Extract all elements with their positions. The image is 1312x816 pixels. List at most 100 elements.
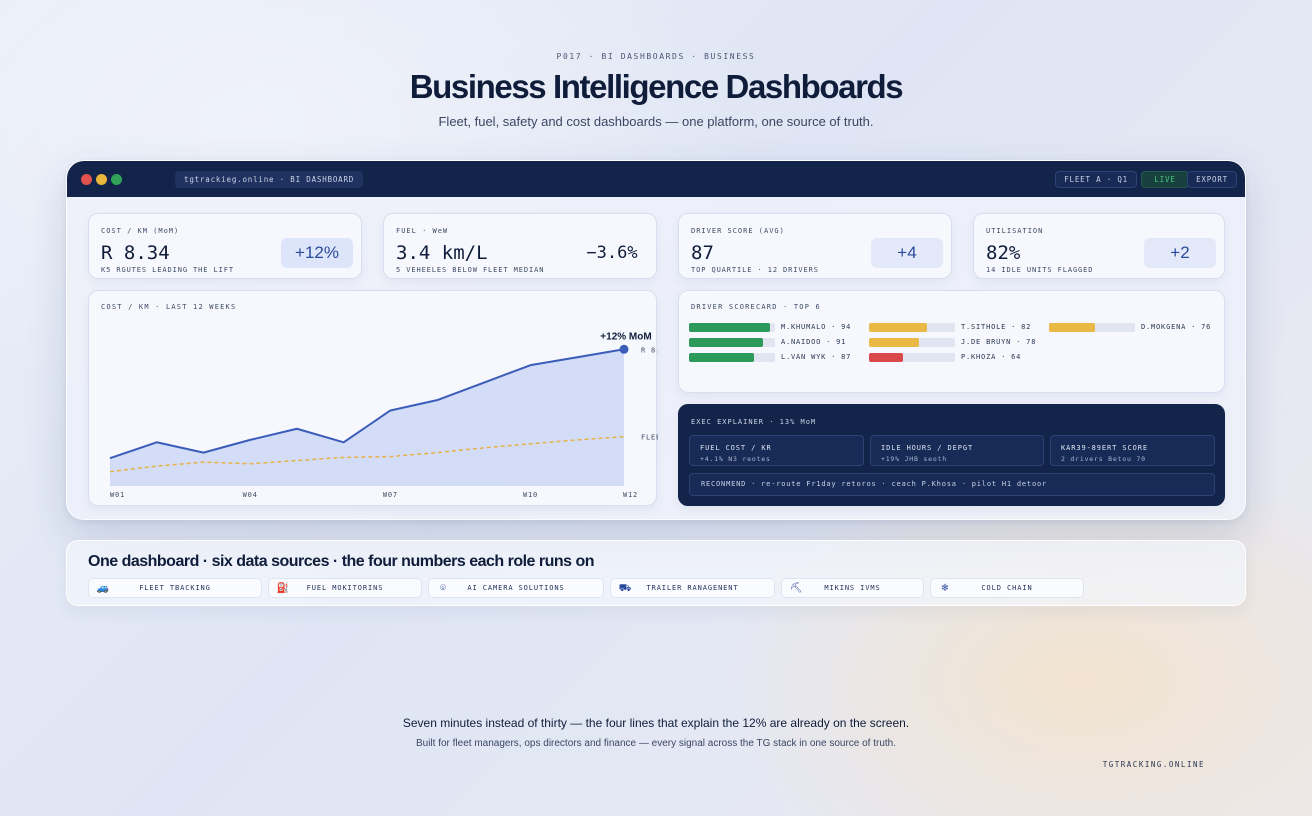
exec-box-detail: +19% JHB seoth [881,455,947,463]
driver-score-label: D.MOKGENA · 76 [1141,323,1212,331]
kpi-card-utilisation[interactable]: UTILISATION 82% 14 IDLE UNITS FLAGGED +2 [973,213,1225,279]
truck-icon: ⛟ [618,583,632,594]
kpi-label: DRIVER SCORE (AVG) [691,227,785,235]
chip-fuel-monitoring[interactable]: ⛽ FUEL MOKITORINS [268,578,422,598]
legend-label: FLEET ME [641,434,658,442]
score-bar-fill [689,338,763,347]
kpi-label: FUEL · WeW [396,227,449,235]
exec-explainer-panel: EXEC EXPLAINER · 13% MoM FUEL COST / KR … [678,404,1225,506]
exec-box-idle[interactable]: IDLE HOURS / DEPGT +19% JHB seoth [870,435,1044,466]
score-bar-track [1049,323,1135,332]
fleet-selector-button[interactable]: FLEET A · Q1 [1055,171,1137,188]
x-tick-label: W12 [623,491,638,499]
area-fill [110,349,624,486]
score-bar-track [689,338,775,347]
kpi-card-fuel[interactable]: FUEL · WeW 3.4 km/L 5 VEHEELES BELOW FLE… [383,213,657,279]
cost-per-km-line [109,348,625,460]
chip-label: AI CAMERA SOLUTIONS [467,584,565,592]
kpi-note: 5 VEHEELES BELOW FLEET MEDIAN [396,266,545,274]
kpi-delta: −3.6% [586,243,638,263]
data-point [619,344,629,354]
exec-box-heading: IDLE HOURS / DEPGT [881,444,974,452]
score-bar-track [869,323,955,332]
cost-per-km-chart[interactable]: +12% MoM R 8.34 FLEET ME W01 W04 W07 W10 W12 [89,291,658,507]
live-badge[interactable]: LIVE [1141,171,1189,188]
page-title: Business Intelligence Dashboards [409,68,904,105]
exec-recommendation[interactable]: RECONMEND · re-route Fr1day retoros · ce… [689,473,1215,496]
camera-icon: ⌾ [440,583,446,594]
driver-score-label: L.VAN WYK · 87 [781,353,852,361]
score-bar-track [869,353,955,362]
driver-score-label: M.KHUMALO · 94 [781,323,852,331]
chart-end-label: R 8.34 [641,346,658,354]
kpi-delta: +12% [281,238,353,268]
kpi-value: 82% [986,242,1021,264]
kpi-value: 87 [691,242,714,264]
scorecard-title: DRIVER SCORECARD · TOP 6 [691,303,821,311]
chip-fleet-tracking[interactable]: 🚙 FLEET TBACKING [88,578,262,598]
footer-headline: Seven minutes instead of thirty — the fo… [402,716,910,730]
driver-score-label: T.SITHOLE · 82 [961,323,1032,331]
car-icon: 🚙 [96,583,110,594]
cost-per-km-chart-card: COST / KM · LAST 12 WEEKS +12% MoM R 8.34… [88,290,658,507]
driver-score-label: A.NAIDOO · 91 [781,338,847,346]
fleet-median-line [109,435,625,473]
kpi-delta: +4 [871,238,943,268]
chip-mining-ivms[interactable]: ⛏ MIKINS IVMS [781,578,924,598]
x-tick-label: W04 [243,491,258,499]
kpi-note: K5 RGUTES LEADING THE LIFT [101,266,234,274]
exec-box-detail: +4.1% N3 reotes [700,455,771,463]
x-tick-label: W01 [110,491,125,499]
close-dot-icon[interactable] [81,174,92,185]
chip-trailer-management[interactable]: ⛟ TRAILER RANAGENENT [610,578,775,598]
footer-url[interactable]: TGTRACKING.ONLINE [1102,760,1205,769]
exec-title: EXEC EXPLAINER · 13% MoM [691,418,817,426]
score-bar-track [689,353,775,362]
chip-label: FUEL MOKITORINS [306,584,384,592]
exec-box-heading: FUEL COST / KR [700,444,772,452]
score-bar-fill [689,323,770,332]
exec-box-heading: KAR39-89ERT SCORE [1061,444,1148,452]
kpi-card-cost[interactable]: COST / KM (MoM) R 8.34 K5 RGUTES LEADING… [88,213,362,279]
kpi-label: COST / KM (MoM) [101,227,180,235]
driver-scorecard-card: DRIVER SCORECARD · TOP 6 M.KHUMALO · 94 A… [678,290,1225,393]
page-subtitle: Fleet, fuel, safety and cost dashboards … [438,114,874,129]
data-sources-strip: One dashboard · six data sources · the f… [66,540,1246,606]
dashboard-window: tgtrackieg.online · BI DASHBOARD FLEET A… [66,160,1246,520]
x-tick-label: W07 [383,491,398,499]
chip-label: FLEET TBACKING [139,584,211,592]
window-titlebar: tgtrackieg.online · BI DASHBOARD FLEET A… [67,161,1245,197]
kpi-value: 3.4 km/L [396,242,488,264]
driver-score-label: P.KHOZA · 64 [961,353,1022,361]
driver-score-label: J.DE BRUYN · 78 [961,338,1037,346]
minimize-dot-icon[interactable] [96,174,107,185]
exec-box-score[interactable]: KAR39-89ERT SCORE 2 drivers Betou 70 [1050,435,1215,466]
score-bar-track [869,338,955,347]
kpi-value: R 8.34 [101,242,170,264]
chip-label: TRAILER RANAGENENT [646,584,739,592]
pickaxe-icon: ⛏ [789,583,803,594]
score-bar-fill [869,338,919,347]
score-bar-track [689,323,775,332]
chip-label: COLD CHAIN [981,584,1033,592]
kpi-note: 14 IDLE UNITS FLAGGED [986,266,1094,274]
export-button[interactable]: EXPORT [1187,171,1237,188]
fuel-pump-icon: ⛽ [276,583,290,594]
chip-cold-chain[interactable]: ❄ COLD CHAIN [930,578,1084,598]
kpi-card-driver-score[interactable]: DRIVER SCORE (AVG) 87 TOP QUARTILE · 12 … [678,213,952,279]
chart-title: COST / KM · LAST 12 WEEKS [101,303,237,311]
score-bar-fill [689,353,755,362]
strip-title: One dashboard · six data sources · the f… [88,553,595,570]
snowflake-icon: ❄ [940,583,950,594]
kpi-label: UTILISATION [986,227,1044,235]
chip-label: MIKINS IVMS [824,584,881,592]
eyebrow: P017 · BI DASHBOARDS · BUSINESS [556,52,756,61]
kpi-note: TOP QUARTILE · 12 DRIVERS [691,266,819,274]
exec-box-fuel[interactable]: FUEL COST / KR +4.1% N3 reotes [689,435,864,466]
url-bar[interactable]: tgtrackieg.online · BI DASHBOARD [175,171,364,188]
score-bar-fill [869,353,904,362]
kpi-delta: +2 [1144,238,1216,268]
chip-ai-camera[interactable]: ⌾ AI CAMERA SOLUTIONS [428,578,604,598]
maximize-dot-icon[interactable] [111,174,122,185]
exec-box-detail: 2 drivers Betou 70 [1061,455,1146,463]
